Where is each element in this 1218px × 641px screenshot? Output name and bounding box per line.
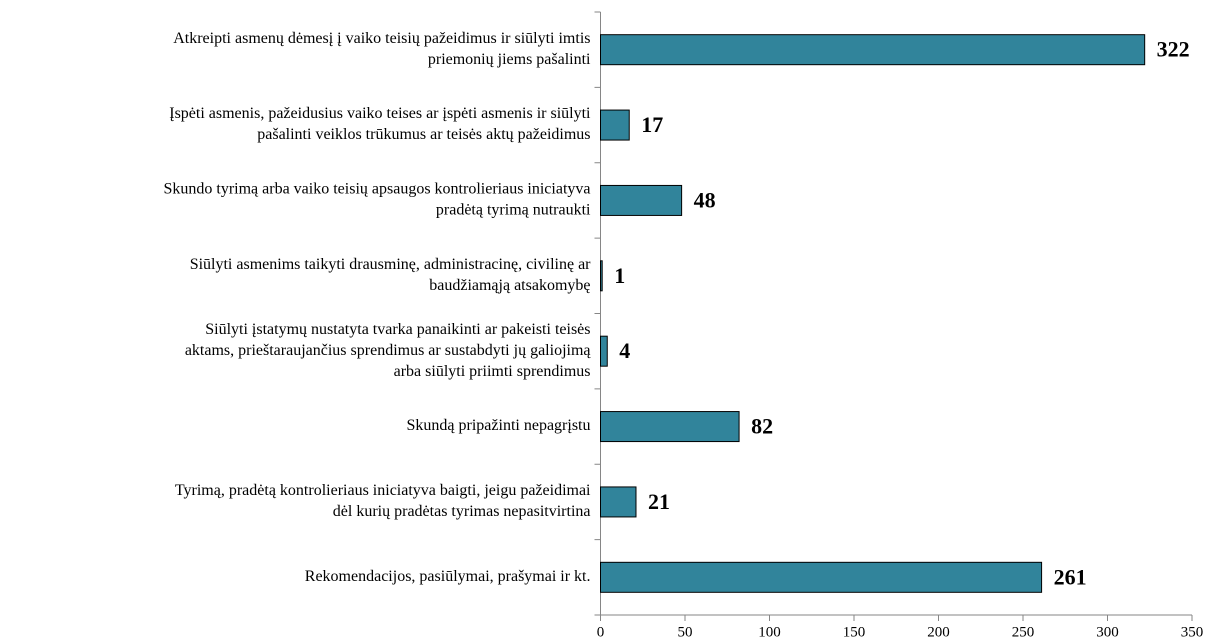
y-tick-label: Siūlyti asmenims taikyti drausminę, admi…	[190, 256, 591, 273]
data-label: 17	[641, 112, 663, 137]
x-tick-label: 0	[597, 624, 605, 640]
data-label: 82	[751, 414, 773, 439]
y-tick-label: Įspėti asmenis, pažeidusius vaiko teises…	[169, 105, 591, 122]
y-tick-label: arba siūlyti priimti sprendimus	[394, 363, 591, 380]
y-tick-label: Siūlyti įstatymų nustatyta tvarka panaik…	[205, 321, 590, 338]
x-tick-label: 200	[927, 624, 950, 640]
y-tick-label: pradėtą tyrimą nutraukti	[436, 202, 591, 219]
data-label: 1	[614, 263, 625, 288]
y-tick-label: aktams, prieštaraujančius sprendimus ar …	[185, 342, 592, 359]
data-label: 261	[1054, 564, 1087, 589]
x-tick-label: 100	[758, 624, 781, 640]
bar	[600, 34, 1146, 66]
y-tick-label: pašalinti veiklos trūkumus ar teisės akt…	[257, 126, 590, 143]
y-tick-label: Skundą pripažinti nepagrįstu	[407, 417, 591, 434]
data-label: 21	[648, 489, 670, 514]
bar	[600, 335, 608, 367]
x-tick-label: 50	[678, 624, 693, 640]
bar	[600, 109, 630, 141]
data-label: 322	[1157, 37, 1190, 62]
bar	[600, 561, 1043, 593]
bar	[600, 411, 740, 443]
x-tick-label: 150	[843, 624, 866, 640]
bar	[600, 486, 637, 518]
data-label: 48	[694, 187, 716, 212]
y-tick-label: Skundo tyrimą arba vaiko teisių apsaugos…	[163, 181, 590, 198]
bar	[600, 260, 603, 292]
x-tick-label: 350	[1181, 624, 1204, 640]
y-tick-label: priemonių jiems pašalinti	[428, 51, 591, 68]
y-tick-label: baudžiamąją atsakomybę	[429, 277, 590, 294]
x-tick-label: 300	[1096, 624, 1119, 640]
bar	[600, 184, 683, 216]
y-tick-label: Tyrimą, pradėtą kontrolieriaus iniciatyv…	[175, 482, 591, 499]
data-label: 4	[619, 338, 630, 363]
y-tick-label: Atkreipti asmenų dėmesį į vaiko teisių p…	[173, 30, 590, 47]
x-tick-label: 250	[1012, 624, 1035, 640]
y-tick-label: Rekomendacijos, pasiūlymai, prašymai ir …	[305, 568, 591, 585]
y-tick-label: dėl kurių pradėtas tyrimas nepasitvirtin…	[333, 503, 591, 520]
